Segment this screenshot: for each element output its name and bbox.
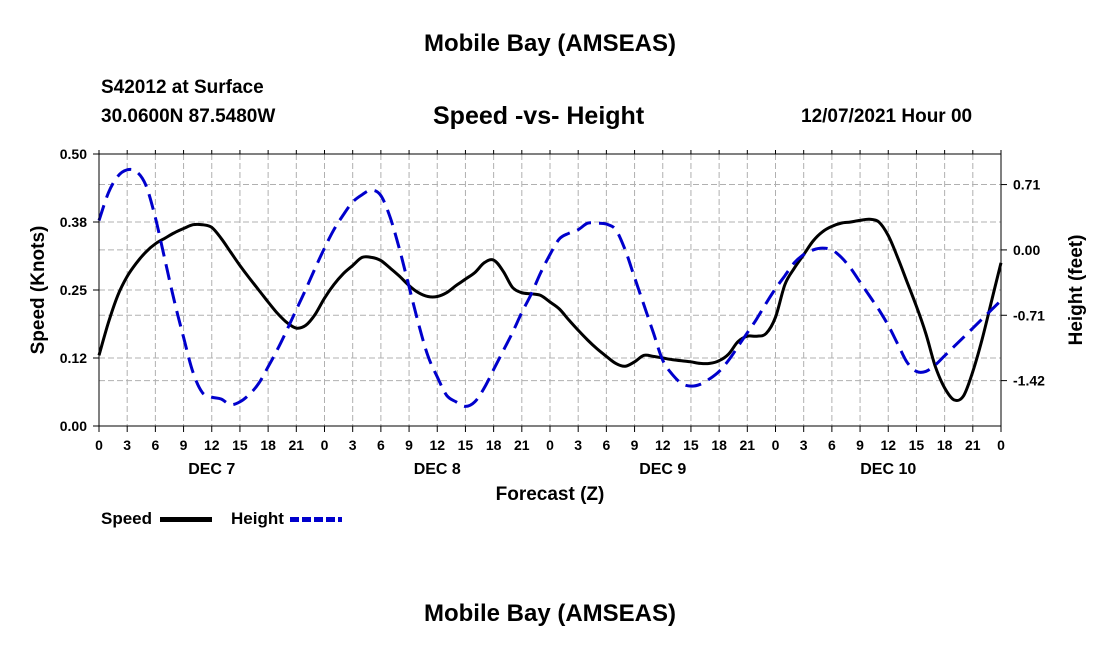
y-tick-label: 0.38 [60, 214, 87, 230]
x-tick-label: 0 [546, 437, 554, 453]
grid-layer [99, 154, 1001, 426]
legend-speed-line [160, 517, 212, 522]
x-tick-label: 15 [909, 437, 925, 453]
x-tick-label: 0 [997, 437, 1005, 453]
x-tick-label: 12 [655, 437, 671, 453]
y-tick-label: 0.25 [60, 282, 87, 298]
speed-series-line [97, 217, 1003, 403]
legend-height-line [290, 517, 342, 522]
x-tick-label: 21 [965, 437, 981, 453]
x-tick-label: 15 [232, 437, 248, 453]
x-tick-label: 12 [204, 437, 220, 453]
y2-tick-label: 0.71 [1013, 177, 1040, 193]
x-tick-label: 12 [880, 437, 896, 453]
x-tick-label: 6 [377, 437, 385, 453]
x-tick-label: 18 [937, 437, 953, 453]
height-series-line [97, 167, 1003, 408]
x-day-label: DEC 7 [188, 461, 235, 478]
x-tick-label: 9 [405, 437, 413, 453]
label-layer: 0 3 6 9 12 15 18 21 0 3 6 9 12 15 18 21 0 3 6 9 12 15 18 21 0 3 6 9… [28, 146, 1087, 505]
x-tick-label: 3 [349, 437, 357, 453]
y2-axis-title: Height (feet) [1066, 235, 1087, 346]
x-tick-label: 18 [486, 437, 502, 453]
series-layer [97, 167, 1003, 408]
x-tick-label: 21 [514, 437, 530, 453]
x-day-label: DEC 8 [414, 461, 461, 478]
legend-speed-label: Speed [101, 509, 153, 528]
x-tick-label: 3 [574, 437, 582, 453]
x-tick-label: 6 [602, 437, 610, 453]
forecast-datetime: 12/07/2021 Hour 00 [801, 106, 973, 127]
coordinates-label: 30.0600N 87.5480W [101, 106, 276, 127]
x-tick-label: 3 [123, 437, 131, 453]
y-tick-label: 0.12 [60, 350, 87, 366]
x-tick-label: 21 [289, 437, 305, 453]
y-tick-label: 0.50 [60, 146, 87, 162]
x-tick-label: 21 [740, 437, 756, 453]
x-day-label: DEC 10 [860, 461, 916, 478]
x-tick-label: 15 [683, 437, 699, 453]
legend-height-label: Height [231, 509, 284, 528]
chart-title: Mobile Bay (AMSEAS) [423, 30, 677, 57]
x-tick-label: 0 [772, 437, 780, 453]
station-label: S42012 at Surface [101, 77, 264, 98]
y2-tick-label: 0.00 [1013, 242, 1040, 258]
x-tick-label: 6 [151, 437, 159, 453]
x-tick-label: 15 [458, 437, 474, 453]
footer-title: Mobile Bay (AMSEAS) [423, 600, 677, 627]
chart-subtitle: Speed -vs- Height [433, 102, 645, 130]
x-tick-label: 6 [828, 437, 836, 453]
x-day-label: DEC 9 [639, 461, 686, 478]
x-tick-label: 0 [95, 437, 103, 453]
x-tick-label: 18 [260, 437, 276, 453]
x-tick-label: 9 [856, 437, 864, 453]
y-tick-label: 0.00 [60, 418, 87, 434]
y-axis-title: Speed (Knots) [28, 226, 49, 355]
x-tick-label: 9 [631, 437, 639, 453]
tick-layer [93, 150, 1007, 432]
x-tick-label: 18 [711, 437, 727, 453]
x-axis-title: Forecast (Z) [496, 484, 605, 505]
y2-tick-label: -0.71 [1013, 307, 1045, 323]
x-tick-label: 0 [321, 437, 329, 453]
x-tick-label: 9 [180, 437, 188, 453]
x-tick-label: 12 [429, 437, 445, 453]
x-tick-label: 3 [800, 437, 808, 453]
y2-tick-label: -1.42 [1013, 373, 1045, 389]
